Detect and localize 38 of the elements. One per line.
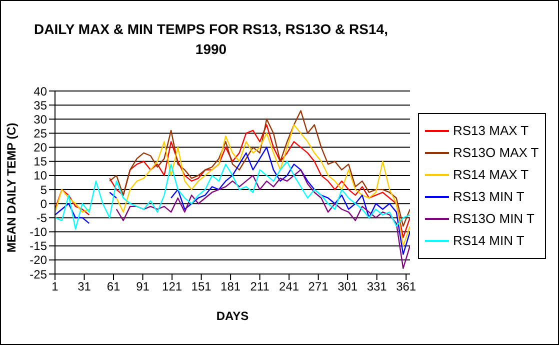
x-tick-label: 91: [136, 280, 150, 294]
legend-label: RS14 MAX T: [453, 166, 529, 184]
y-axis-title: MEAN DAILY TEMP (C): [4, 122, 18, 252]
y-tick-label: -15: [30, 239, 48, 254]
x-tick-label: 31: [78, 280, 92, 294]
x-tick-label: 301: [338, 280, 358, 294]
x-tick-label: 361: [396, 280, 416, 294]
line-series: [116, 169, 410, 269]
y-tick-label: -10: [30, 225, 48, 240]
x-tick-label: 271: [308, 280, 329, 294]
x-tick-label: 211: [250, 280, 270, 294]
y-tick-label: 0: [40, 196, 48, 211]
y-tick-label: 40: [34, 84, 48, 98]
y-tick-label: 20: [34, 140, 48, 155]
y-tick-label: 5: [40, 182, 48, 197]
legend-label: RS13 MIN T: [453, 188, 524, 206]
legend-label: RS14 MIN T: [453, 232, 524, 250]
x-tick-label: 151: [191, 280, 212, 294]
x-tick-label: 181: [220, 280, 241, 294]
legend-label: RS13O MIN T: [453, 210, 534, 228]
y-tick-label: 30: [34, 112, 48, 126]
x-tick-label: 61: [106, 280, 121, 294]
y-tick-label: -5: [36, 210, 48, 225]
x-axis-title: DAYS: [216, 309, 249, 323]
x-tick-label: 241: [279, 280, 300, 294]
y-tick-label: 15: [34, 154, 48, 169]
legend-label: RS13O MAX T: [453, 144, 539, 162]
line-series: [109, 110, 410, 227]
x-tick-label: 1: [52, 280, 59, 294]
y-tick-label: 35: [34, 98, 48, 112]
legend-label: RS13 MAX T: [453, 122, 529, 140]
y-tick-label: -25: [30, 267, 48, 282]
y-tick-label: 10: [34, 168, 48, 183]
x-tick-label: 331: [366, 280, 388, 294]
y-tick-label: -20: [30, 253, 48, 268]
y-tick-label: 25: [34, 126, 48, 140]
chart-title: DAILY MAX & MIN TEMPS FOR RS13, RS13O & RS14, 1990: [33, 20, 389, 59]
x-tick-label: 121: [162, 280, 182, 294]
